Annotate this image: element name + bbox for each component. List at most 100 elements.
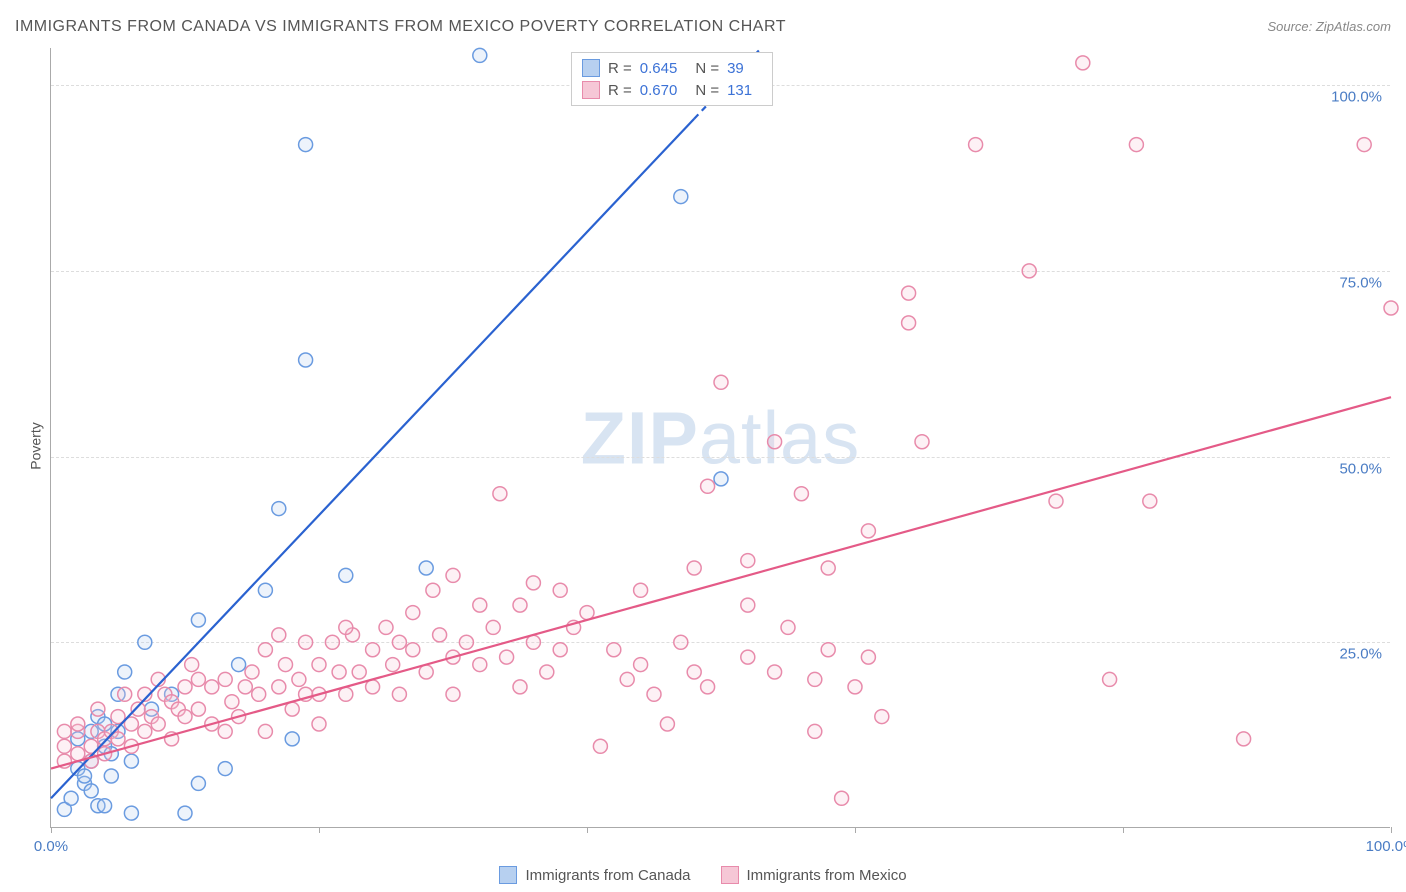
scatter-point <box>138 635 152 649</box>
scatter-point <box>1357 138 1371 152</box>
scatter-point <box>124 806 138 820</box>
scatter-point <box>902 316 916 330</box>
scatter-point <box>392 687 406 701</box>
scatter-point <box>104 769 118 783</box>
scatter-point <box>191 672 205 686</box>
scatter-point <box>218 762 232 776</box>
scatter-point <box>185 658 199 672</box>
scatter-point <box>118 687 132 701</box>
scatter-point <box>493 487 507 501</box>
scatter-point <box>1237 732 1251 746</box>
scatter-point <box>258 583 272 597</box>
trend-line <box>51 119 694 799</box>
scatter-point <box>272 628 286 642</box>
scatter-point <box>446 568 460 582</box>
x-tick-mark <box>51 827 52 833</box>
scatter-point <box>1143 494 1157 508</box>
scatter-point <box>741 598 755 612</box>
scatter-point <box>178 680 192 694</box>
scatter-point <box>124 754 138 768</box>
scatter-point <box>258 643 272 657</box>
scatter-point <box>593 739 607 753</box>
scatter-point <box>292 672 306 686</box>
scatter-point <box>419 665 433 679</box>
legend-label-mexico: Immigrants from Mexico <box>747 867 907 884</box>
scatter-point <box>794 487 808 501</box>
scatter-point <box>634 583 648 597</box>
scatter-point <box>526 576 540 590</box>
legend-stats-row-canada: R = 0.645 N = 39 <box>582 57 762 79</box>
scatter-point <box>915 435 929 449</box>
scatter-point <box>500 650 514 664</box>
x-tick-mark <box>319 827 320 833</box>
scatter-point <box>433 628 447 642</box>
scatter-point <box>674 190 688 204</box>
scatter-point <box>473 658 487 672</box>
scatter-point <box>225 695 239 709</box>
scatter-point <box>580 606 594 620</box>
scatter-point <box>821 643 835 657</box>
scatter-point <box>205 680 219 694</box>
scatter-point <box>526 635 540 649</box>
scatter-point <box>258 724 272 738</box>
scatter-point <box>232 658 246 672</box>
scatter-point <box>339 568 353 582</box>
scatter-point <box>71 747 85 761</box>
scatter-point <box>875 710 889 724</box>
scatter-point <box>861 650 875 664</box>
scatter-point <box>701 479 715 493</box>
scatter-point <box>352 665 366 679</box>
source-name: ZipAtlas.com <box>1316 19 1391 34</box>
chart-title: IMMIGRANTS FROM CANADA VS IMMIGRANTS FRO… <box>15 18 786 36</box>
scatter-point <box>299 138 313 152</box>
scatter-point <box>238 680 252 694</box>
scatter-point <box>553 583 567 597</box>
scatter-point <box>768 435 782 449</box>
x-tick-label: 100.0% <box>1366 838 1406 855</box>
scatter-point <box>178 710 192 724</box>
scatter-point <box>64 791 78 805</box>
source-attribution: Source: ZipAtlas.com <box>1267 19 1391 34</box>
scatter-point <box>486 620 500 634</box>
r-label: R = <box>608 82 632 99</box>
x-tick-mark <box>855 827 856 833</box>
n-value-canada: 39 <box>727 60 744 77</box>
legend-item-mexico: Immigrants from Mexico <box>721 866 907 884</box>
scatter-point <box>835 791 849 805</box>
x-tick-mark <box>587 827 588 833</box>
scatter-point <box>245 665 259 679</box>
scatter-point <box>513 598 527 612</box>
scatter-point <box>701 680 715 694</box>
scatter-point <box>607 643 621 657</box>
legend-stats-row-mexico: R = 0.670 N = 131 <box>582 79 762 101</box>
scatter-point <box>138 724 152 738</box>
scatter-point <box>285 732 299 746</box>
scatter-point <box>1103 672 1117 686</box>
legend-label-canada: Immigrants from Canada <box>525 867 690 884</box>
scatter-point <box>620 672 634 686</box>
scatter-point <box>687 665 701 679</box>
scatter-point <box>252 687 266 701</box>
x-tick-mark <box>1391 827 1392 833</box>
scatter-point <box>57 724 71 738</box>
scatter-point <box>218 672 232 686</box>
scatter-point <box>366 680 380 694</box>
scatter-point <box>151 717 165 731</box>
scatter-point <box>861 524 875 538</box>
x-tick-label: 0.0% <box>34 838 68 855</box>
scatter-point <box>714 472 728 486</box>
scatter-point <box>84 784 98 798</box>
scatter-point <box>379 620 393 634</box>
plot-svg <box>51 48 1390 827</box>
scatter-point <box>339 620 353 634</box>
scatter-point <box>272 680 286 694</box>
scatter-point <box>741 554 755 568</box>
scatter-point <box>91 702 105 716</box>
chart-header: IMMIGRANTS FROM CANADA VS IMMIGRANTS FRO… <box>15 18 1391 36</box>
scatter-point <box>285 702 299 716</box>
scatter-point <box>540 665 554 679</box>
scatter-plot: ZIPatlas 25.0%50.0%75.0%100.0% R = 0.645… <box>50 48 1390 828</box>
scatter-point <box>299 635 313 649</box>
scatter-point <box>674 635 688 649</box>
scatter-point <box>279 658 293 672</box>
